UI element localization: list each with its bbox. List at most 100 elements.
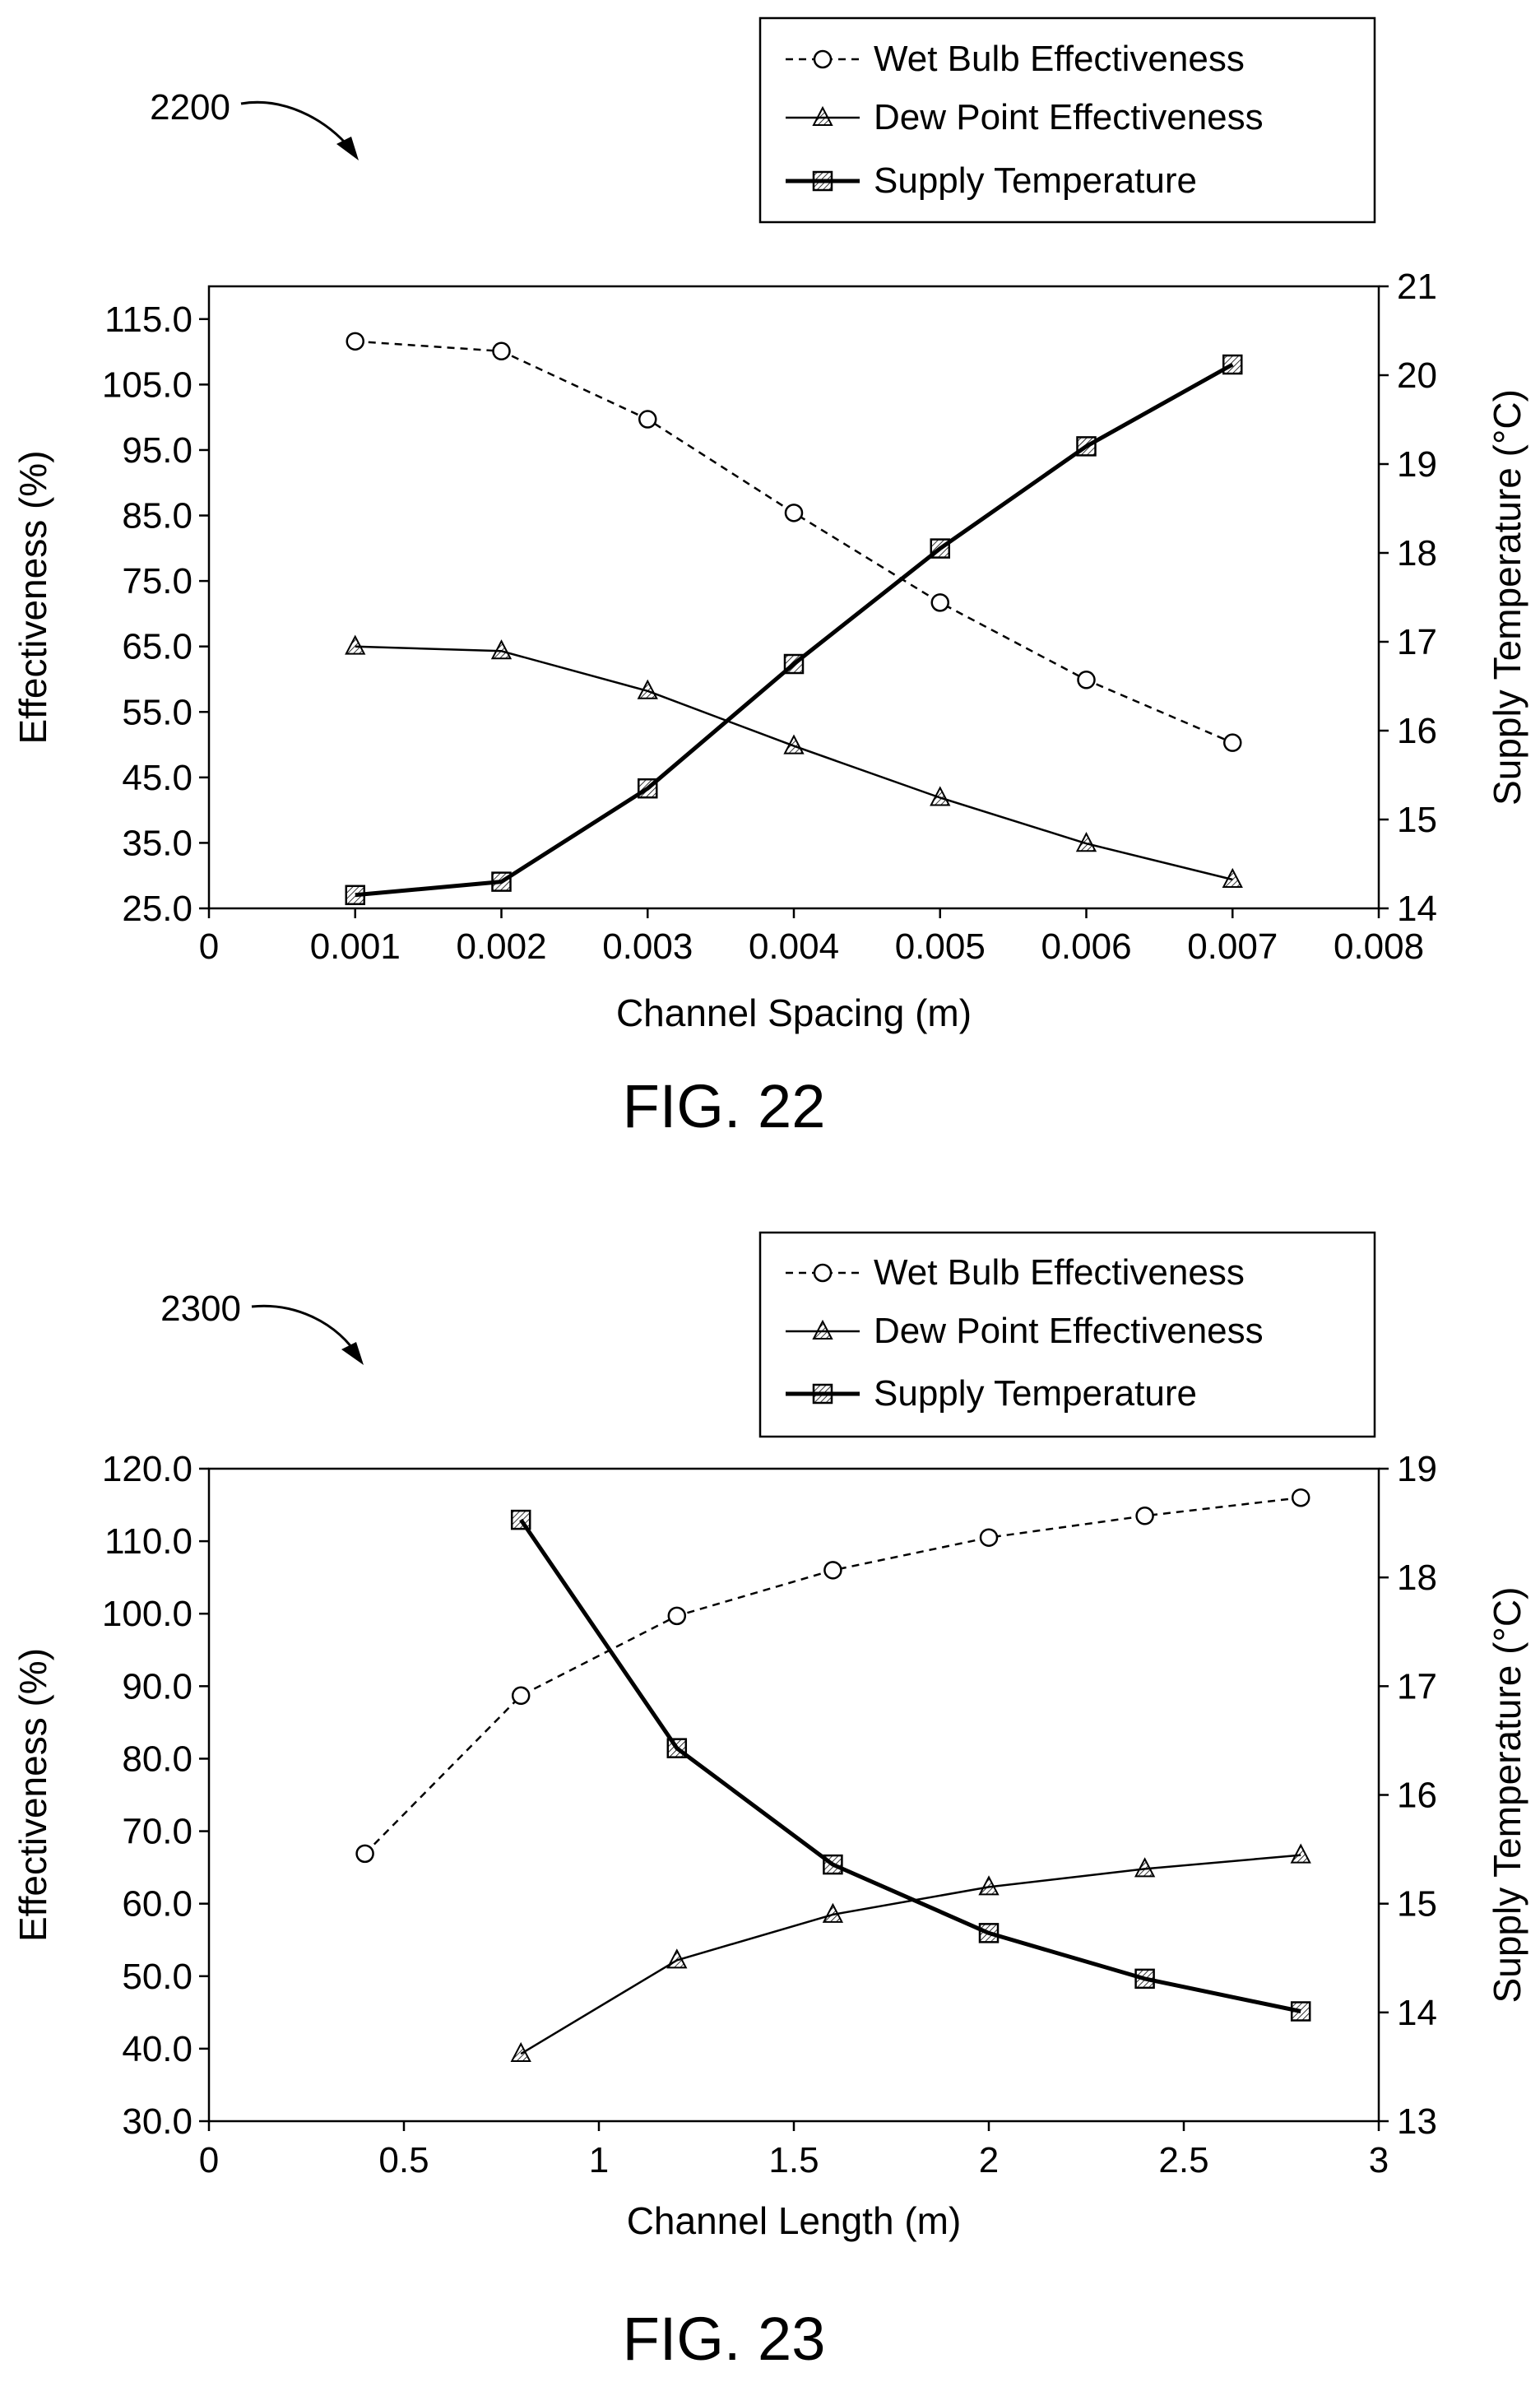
data-point-supply-temperature (1076, 436, 1097, 457)
y2-tick-label: 18 (1397, 1558, 1437, 1598)
y2-tick-label: 20 (1397, 355, 1437, 396)
legend-label: Dew Point Effectiveness (874, 97, 1264, 137)
data-point-dew-point (1290, 1843, 1311, 1864)
legend-item-wet-bulb: Wet Bulb Effectiveness (786, 1252, 1245, 1293)
y-tick-label: 120.0 (102, 1449, 192, 1489)
y2-tick-label: 17 (1397, 622, 1437, 662)
x-axis-label: Channel Length (m) (627, 2199, 962, 2242)
legend-triangle-marker (812, 1319, 833, 1340)
reference-label: 2300 (160, 1289, 241, 1329)
x-tick-label: 1 (589, 2140, 609, 2180)
legend: Wet Bulb Effectiveness Dew Point Effecti… (758, 16, 1376, 224)
data-point-dew-point (666, 1948, 688, 1969)
data-point-supply-temperature (510, 1509, 531, 1530)
x-tick-label: 0 (199, 926, 219, 967)
y-tick-label: 45.0 (122, 758, 192, 798)
x-axis-label: Channel Spacing (m) (616, 991, 972, 1034)
series-line-dew-point (520, 1854, 1301, 2055)
x-tick-label: 0 (199, 2140, 219, 2180)
series-line-supply-temperature (355, 362, 1234, 898)
data-point-dew-point (930, 786, 951, 806)
data-point-supply-temperature (783, 653, 805, 675)
data-point-wet-bulb (638, 410, 657, 429)
y2-tick-label: 15 (1397, 1884, 1437, 1925)
y-axis-label: Effectiveness (%) (12, 450, 54, 744)
x-tick-label: 0.005 (895, 926, 986, 967)
series-line-wet-bulb (364, 1496, 1301, 1855)
data-point-dew-point (345, 634, 366, 655)
data-point-wet-bulb (930, 593, 949, 612)
legend-circle-marker (813, 49, 833, 69)
data-point-supply-temperature (638, 778, 658, 799)
figure-23: 2300 Wet Bulb Effectiveness Dew Point Ef… (12, 1231, 1528, 2373)
data-point-dew-point (637, 679, 658, 699)
data-point-supply-temperature (930, 538, 950, 559)
y-tick-label: 75.0 (122, 561, 192, 601)
reference-label: 2200 (150, 87, 230, 128)
y2-tick-label: 19 (1397, 1449, 1437, 1489)
y-tick-label: 60.0 (122, 1884, 192, 1925)
data-point-wet-bulb (784, 504, 804, 522)
data-point-dew-point (822, 1902, 844, 1923)
y2-axis-label: Supply Temperature (°C) (1486, 1587, 1528, 2004)
figure-caption: FIG. 23 (623, 2305, 826, 2373)
y-tick-label: 110.0 (104, 1521, 192, 1562)
y2-tick-label: 18 (1397, 533, 1437, 573)
legend-item-wet-bulb: Wet Bulb Effectiveness (786, 39, 1245, 79)
data-point-wet-bulb (1291, 1488, 1310, 1507)
y-tick-label: 55.0 (122, 692, 192, 732)
series-line-supply-temperature (519, 1518, 1301, 2013)
figure-22: 2200 Wet Bulb Effectiveness Dew Point Ef… (12, 16, 1528, 1140)
legend-item-dew-point: Dew Point Effectiveness (786, 97, 1264, 137)
y-tick-label: 50.0 (122, 1957, 192, 1997)
data-point-supply-temperature (978, 1923, 1000, 1943)
data-point-supply-temperature (1134, 1968, 1155, 1990)
figure-caption: FIG. 22 (623, 1072, 826, 1140)
y-tick-label: 30.0 (122, 2101, 192, 2142)
legend-item-dew-point: Dew Point Effectiveness (786, 1311, 1264, 1351)
y-axis-label: Effectiveness (%) (12, 1648, 54, 1942)
x-tick-label: 0.001 (310, 926, 401, 967)
legend-label: Supply Temperature (874, 1373, 1197, 1414)
y2-tick-label: 15 (1397, 800, 1437, 840)
legend-label: Wet Bulb Effectiveness (874, 1252, 1245, 1293)
legend-item-supply-temperature: Supply Temperature (786, 1373, 1197, 1414)
data-point-wet-bulb (1135, 1507, 1154, 1525)
reference-arrow (240, 100, 357, 156)
legend-triangle-marker (812, 105, 833, 126)
data-point-supply-temperature (1222, 354, 1243, 375)
reference-arrowhead (341, 1342, 364, 1365)
x-tick-label: 0.007 (1187, 926, 1278, 967)
legend-box (758, 1231, 1376, 1438)
y-tick-label: 70.0 (122, 1812, 192, 1852)
y2-tick-label: 21 (1397, 267, 1437, 307)
x-tick-label: 3 (1369, 2140, 1389, 2180)
series-line-dew-point (355, 645, 1233, 881)
legend-square-marker (812, 1383, 833, 1405)
legend-label: Supply Temperature (874, 160, 1197, 201)
y-tick-label: 40.0 (122, 2029, 192, 2069)
data-point-wet-bulb (511, 1686, 531, 1706)
x-tick-label: 2.5 (1158, 2140, 1208, 2180)
data-point-dew-point (978, 1875, 1000, 1896)
x-tick-label: 0.002 (456, 926, 546, 967)
data-point-dew-point (1222, 867, 1243, 888)
x-tick-label: 2 (979, 2140, 999, 2180)
data-point-wet-bulb (1077, 671, 1096, 690)
data-point-dew-point (1075, 832, 1097, 852)
legend: Wet Bulb Effectiveness Dew Point Effecti… (758, 1231, 1376, 1438)
x-tick-label: 1.5 (768, 2140, 819, 2180)
y2-tick-label: 16 (1397, 711, 1437, 751)
y-tick-label: 25.0 (122, 889, 192, 929)
legend-item-supply-temperature: Supply Temperature (786, 160, 1197, 201)
x-tick-label: 0.5 (378, 2140, 429, 2180)
data-point-dew-point (490, 639, 513, 660)
data-point-wet-bulb (355, 1844, 374, 1864)
y2-tick-label: 13 (1397, 2101, 1437, 2142)
data-point-dew-point (510, 2041, 531, 2063)
y2-tick-label: 14 (1397, 889, 1437, 929)
data-point-wet-bulb (492, 341, 511, 361)
x-tick-label: 0.003 (602, 926, 693, 967)
legend-square-marker (812, 170, 833, 192)
y-tick-label: 65.0 (122, 627, 192, 667)
